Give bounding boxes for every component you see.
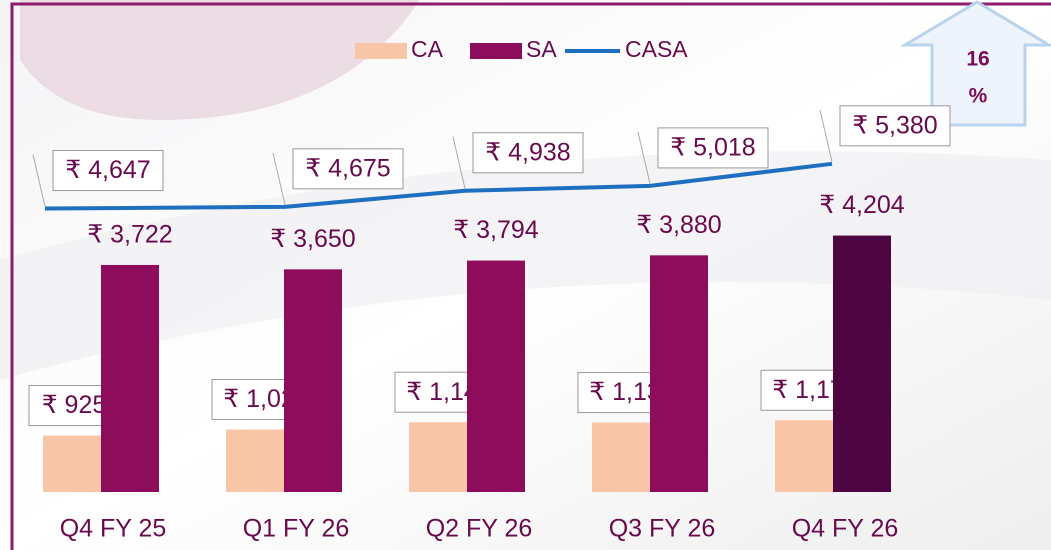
data-label: ₹ 3,722 bbox=[87, 221, 172, 249]
data-label: ₹ 5,380 bbox=[852, 111, 937, 139]
legend-swatch bbox=[470, 43, 522, 59]
label-box bbox=[52, 150, 164, 192]
callout bbox=[272, 152, 286, 205]
legend-swatch bbox=[355, 43, 407, 59]
data-label: ₹ 4,675 bbox=[305, 154, 390, 182]
bar bbox=[592, 422, 650, 492]
label-box bbox=[472, 132, 584, 174]
bar bbox=[650, 255, 708, 492]
label-box bbox=[839, 105, 951, 147]
bar bbox=[43, 435, 101, 492]
bar bbox=[101, 264, 159, 492]
annotation: 16 bbox=[966, 48, 989, 71]
data-label: ₹ 4,204 bbox=[819, 191, 905, 219]
callout bbox=[452, 136, 466, 189]
decor-blob bbox=[20, 0, 420, 120]
callout bbox=[819, 109, 833, 162]
bar bbox=[775, 420, 833, 492]
bar bbox=[409, 422, 467, 492]
data-label: ₹ 5,018 bbox=[670, 134, 755, 162]
data-label: ₹ 3,650 bbox=[270, 225, 355, 253]
label-box bbox=[657, 127, 769, 169]
legend-label: CA bbox=[411, 36, 444, 62]
x-tick-label: Q3 FY 26 bbox=[609, 515, 716, 543]
bar bbox=[284, 269, 342, 492]
data-label: ₹ 4,938 bbox=[485, 138, 570, 166]
frame bbox=[10, 2, 1051, 550]
x-tick-label: Q4 FY 26 bbox=[792, 515, 899, 543]
arrow bbox=[899, 0, 1051, 127]
x-tick-label: Q1 FY 26 bbox=[243, 515, 350, 543]
annotation: % bbox=[969, 85, 988, 108]
callout bbox=[32, 154, 46, 207]
legend-label: SA bbox=[526, 36, 557, 62]
data-label: ₹ 925 bbox=[42, 391, 107, 419]
x-tick-label: Q4 FY 25 bbox=[60, 515, 167, 543]
bar bbox=[226, 429, 284, 492]
bar bbox=[467, 260, 525, 492]
label-box bbox=[292, 148, 404, 190]
bar bbox=[833, 235, 891, 492]
line bbox=[44, 161, 833, 211]
x-tick-label: Q2 FY 26 bbox=[426, 515, 533, 543]
legend-label: CASA bbox=[625, 36, 688, 62]
data-label: ₹ 4,647 bbox=[65, 156, 150, 184]
data-label: ₹ 3,794 bbox=[453, 216, 539, 244]
data-label: ₹ 3,880 bbox=[636, 211, 721, 239]
callout bbox=[637, 131, 651, 185]
